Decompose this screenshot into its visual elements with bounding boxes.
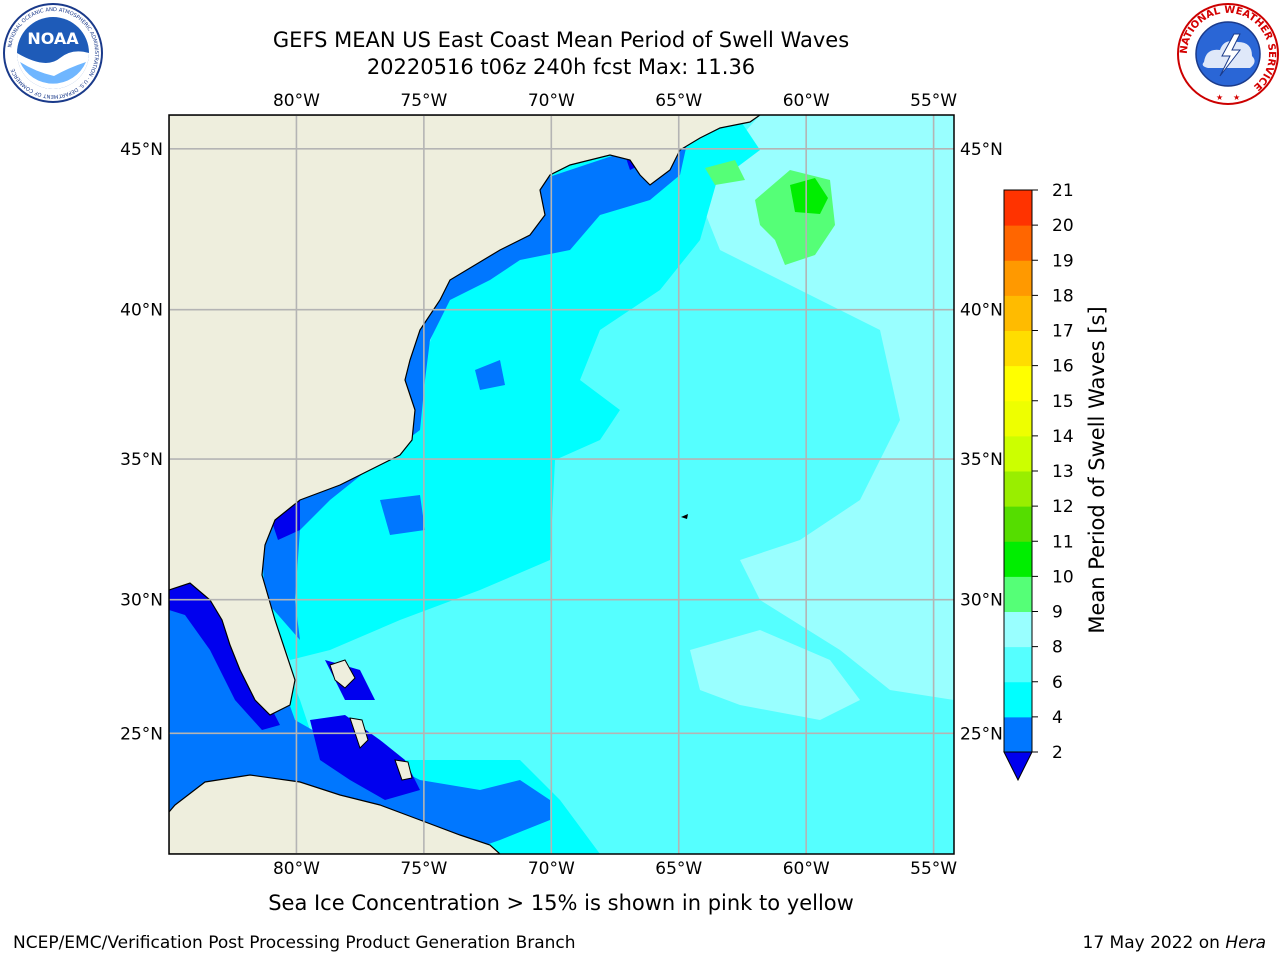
colorbar-tick-label: 8 [1052,638,1063,658]
lon-tick-label-top: 80°W [273,91,320,111]
colorbar-segment [1004,611,1032,648]
colorbar-tick-label: 14 [1052,427,1074,447]
lat-tick-label-left: 45°N [120,140,163,160]
lon-tick-label-top: 70°W [528,91,575,111]
lon-tick-label-top: 60°W [783,91,830,111]
colorbar-tick-label: 2 [1052,743,1063,763]
map-gridlines [169,115,954,854]
svg-text:★: ★ [1216,93,1223,102]
colorbar-tick-label: 9 [1052,603,1063,623]
land-cuba [169,774,501,854]
colorbar-tick-label: 11 [1052,532,1074,552]
lat-tick-label-right: 30°N [960,591,1003,611]
lon-tick-label-bottom: 65°W [655,859,702,879]
colorbar-segment [1004,330,1032,367]
land-bahamas [394,759,413,781]
colorbar-tick-label: 21 [1052,181,1074,201]
chart-subtitle-run-info: 20220516 t06z 240h fcst Max: 11.36 [366,55,756,79]
noaa-logo: NATIONAL OCEANIC AND ATMOSPHERIC ADMINIS… [3,3,103,103]
swell-field-4-6 [262,125,720,660]
lon-tick-label-bottom: 70°W [528,859,575,879]
lat-tick-label-left: 30°N [120,591,163,611]
colorbar-segment [1004,681,1032,718]
colorbar-segment [1004,190,1032,226]
map-axis-labels: 80°W 80°W 75°W 75°W 70°W 70°W 65°W 65°W 60°W 60°W… [120,91,1003,879]
svg-text:NOAA: NOAA [27,29,79,48]
map-frame [168,114,955,855]
lat-tick-label-left: 40°N [120,301,163,321]
lon-tick-label-bottom: 80°W [273,859,320,879]
lon-tick-label-top: 55°W [910,91,957,111]
colorbar-segment [1004,295,1032,331]
colorbar-tick-label: 4 [1052,708,1063,728]
lat-tick-label-right: 45°N [960,140,1003,160]
lat-tick-label-left: 25°N [120,724,163,744]
swell-field-0-2 [310,715,420,800]
colorbar-segment [1004,541,1032,577]
swell-field-8-9 [700,115,954,700]
colorbar-segment [1004,260,1032,296]
swell-field-10-11 [790,178,828,214]
colorbar-under-arrow [1003,751,1033,782]
lat-tick-label-right: 35°N [960,450,1003,470]
colorbar-tick-label: 13 [1052,462,1074,482]
lon-tick-label-bottom: 55°W [910,859,957,879]
colorbar-tick-label: 6 [1052,673,1063,693]
colorbar-segment [1004,506,1032,542]
lon-tick-label-top: 65°W [655,91,702,111]
colorbar-segment [1004,576,1032,612]
lon-tick-label-top: 75°W [400,91,447,111]
colorbar-segment [1004,435,1032,472]
land-north-america [169,115,762,716]
footer-date-text: 17 May 2022 on [1082,933,1226,953]
land-bermuda [681,514,688,519]
colorbar: 2 4 6 8 9 10 11 12 13 14 15 16 17 18 19 20 21 [1003,181,1074,782]
colorbar-tick-label: 20 [1052,216,1074,236]
lon-tick-label-bottom: 75°W [400,859,447,879]
footer-date: 17 May 2022 on Hera [1083,933,1267,953]
swell-field-2-4 [475,360,505,390]
colorbar-tick-label: 16 [1052,357,1074,377]
colorbar-segment [1004,716,1032,753]
colorbar-tick-label: 19 [1052,251,1074,271]
lon-tick-label-bottom: 60°W [783,859,830,879]
nws-logo: NATIONAL WEATHER SERVICE ★ ★ [1177,3,1279,105]
land-bahamas [329,659,356,689]
swell-field-2-4 [380,495,425,535]
footer-credit: NCEP/EMC/Verification Post Processing Pr… [13,933,576,953]
lat-tick-label-right: 40°N [960,301,1003,321]
colorbar-tick-label: 15 [1052,392,1074,412]
colorbar-title: Mean Period of Swell Waves [s] [1085,306,1109,634]
map-panel [169,115,954,854]
svg-text:★: ★ [1233,93,1240,102]
colorbar-tick-label: 18 [1052,286,1074,306]
colorbar-segment [1004,365,1032,402]
chart-title: GEFS MEAN US East Coast Mean Period of S… [272,28,850,52]
footer-host: Hera [1225,933,1266,953]
colorbar-segment [1004,225,1032,261]
sea-ice-note: Sea Ice Concentration > 15% is shown in … [268,891,854,915]
colorbar-tick-label: 17 [1052,322,1074,342]
colorbar-segment [1004,400,1032,437]
colorbar-tick-label: 10 [1052,567,1074,587]
lat-tick-label-right: 25°N [960,724,1003,744]
lat-tick-label-left: 35°N [120,450,163,470]
colorbar-segment [1004,471,1032,507]
swell-field-9-10 [705,160,745,185]
colorbar-tick-label: 12 [1052,497,1074,517]
colorbar-segment [1004,646,1032,683]
swell-field-8-9 [690,630,860,720]
